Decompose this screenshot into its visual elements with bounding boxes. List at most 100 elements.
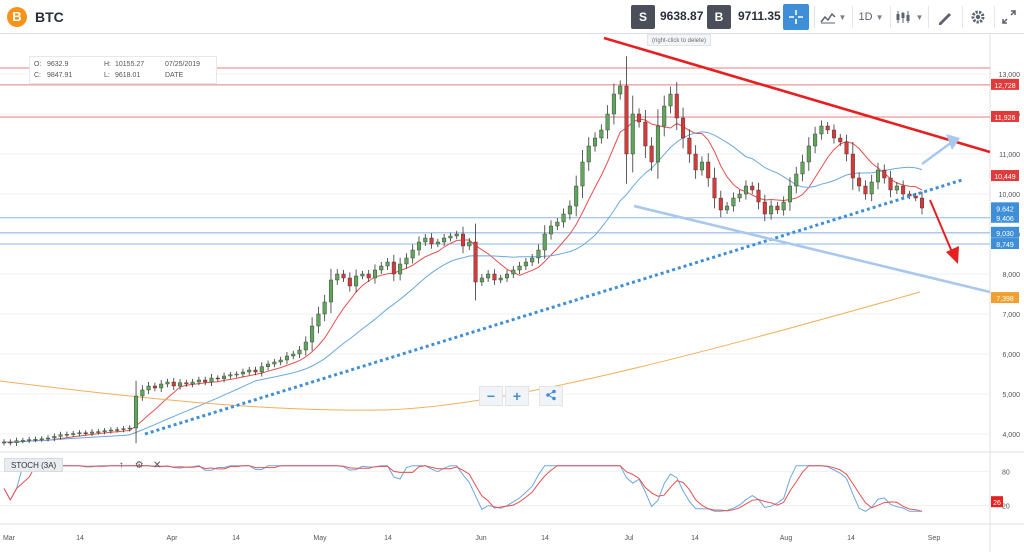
- candle-body: [234, 373, 239, 376]
- high-label: H:: [104, 61, 111, 68]
- move-up-icon[interactable]: ↑: [118, 459, 124, 471]
- candle-body: [725, 205, 730, 211]
- candle-body: [599, 129, 604, 139]
- candle-body: [794, 173, 799, 187]
- indicator-label[interactable]: STOCH (3A): [4, 458, 64, 472]
- y-tick-label: 6,000: [1002, 352, 1020, 359]
- candle-body: [203, 379, 208, 383]
- candle-body: [159, 383, 164, 389]
- expand-icon: [1002, 10, 1016, 24]
- candle-body: [416, 241, 421, 251]
- sell-price[interactable]: 9638.87: [660, 9, 704, 23]
- candle-body: [567, 205, 572, 215]
- candle-body: [228, 374, 233, 377]
- candle-body: [580, 161, 585, 187]
- candle-body: [655, 125, 660, 163]
- draw-icon: [939, 13, 951, 25]
- candle-body: [756, 189, 761, 203]
- candle-body: [196, 379, 201, 383]
- candle-body: [662, 105, 667, 127]
- bullish-arrow-shaft: [921, 141, 953, 165]
- resistance-trendline: [603, 36, 991, 154]
- bearish-arrow-head: [946, 246, 959, 264]
- candle-body: [222, 375, 227, 379]
- chart-type-button[interactable]: ▼: [818, 4, 848, 30]
- delete-tooltip: (right-click to delete): [647, 34, 712, 46]
- candle-body: [27, 439, 32, 441]
- candle-body: [391, 261, 396, 275]
- candle-body: [303, 341, 308, 351]
- top-toolbar: B BTC S 9638.87 B 9711.35 ▼ 1D ▼ ▼: [0, 0, 1024, 34]
- share-icon: [546, 389, 556, 401]
- candle-body: [461, 233, 466, 247]
- price-tag-bg: [991, 292, 1019, 304]
- candle-body: [479, 277, 484, 283]
- candle-body: [115, 429, 120, 431]
- zoom-out-button[interactable]: −: [479, 386, 503, 406]
- candle-body: [549, 225, 554, 235]
- x-tick-label: Apr: [167, 535, 179, 542]
- zoom-in-button[interactable]: +: [505, 386, 529, 406]
- price-tag-label: 11,926: [995, 115, 1016, 122]
- candle-body: [152, 385, 157, 389]
- open-label: O:: [34, 61, 42, 68]
- sell-badge[interactable]: S: [631, 5, 655, 29]
- candle-body: [875, 169, 880, 183]
- price-tag-bg: [991, 211, 1019, 223]
- ohlc-panel: O: 9632.9 H: 10155.27 07/25/2019 C: 9847…: [29, 56, 217, 84]
- price-tag-bg: [991, 202, 1019, 214]
- close-icon[interactable]: ✕: [153, 459, 162, 471]
- candle-body: [492, 273, 497, 281]
- y-tick-label: 10,000: [999, 192, 1021, 199]
- candle-body: [706, 161, 711, 179]
- candle-body: [819, 125, 824, 135]
- candle-body: [888, 177, 893, 191]
- candle-body: [687, 137, 692, 155]
- candle-body: [838, 137, 843, 143]
- candle-body: [360, 273, 365, 277]
- price-tag-bg: [991, 170, 1019, 182]
- x-tick-label: 14: [384, 535, 392, 542]
- candle-body: [731, 197, 736, 207]
- draw-tools-button[interactable]: [932, 4, 958, 30]
- candle-body: [618, 85, 623, 95]
- candle-style-button[interactable]: ▼: [894, 4, 924, 30]
- candle-body: [64, 434, 69, 436]
- candle-body: [165, 381, 170, 385]
- crosshair-button[interactable]: [783, 4, 809, 30]
- share-button[interactable]: [539, 386, 563, 406]
- date-label: DATE: [165, 72, 184, 79]
- candle-body: [404, 257, 409, 265]
- candle-body: [90, 431, 95, 434]
- candle-body: [83, 432, 88, 434]
- candle-body: [335, 273, 340, 281]
- candle-body: [423, 237, 428, 243]
- candle-body: [442, 237, 447, 243]
- candle-body: [643, 121, 648, 147]
- candle-body: [630, 113, 635, 155]
- line-chart-icon: [819, 12, 836, 24]
- candle-body: [247, 369, 252, 373]
- candle-body: [52, 436, 57, 439]
- candle-body: [800, 161, 805, 175]
- candle-body: [813, 133, 818, 147]
- candle-body: [140, 389, 145, 397]
- buy-badge[interactable]: B: [707, 5, 731, 29]
- price-chart[interactable]: 4,0005,0006,0007,0008,0009,00010,00011,0…: [0, 34, 1024, 552]
- candle-body: [253, 369, 258, 373]
- candle-body: [341, 273, 346, 279]
- gear-icon[interactable]: ⚙: [134, 459, 144, 471]
- date-value: 07/25/2019: [165, 61, 201, 68]
- price-tag-label: 9,406: [996, 216, 1014, 223]
- timeframe-dropdown[interactable]: 1D ▼: [858, 11, 884, 23]
- indicator-level-label: 20: [1002, 504, 1010, 511]
- candle-body: [511, 269, 516, 275]
- close-label: C:: [34, 72, 41, 79]
- symbol-title: BTC: [35, 9, 64, 25]
- candle-body: [127, 427, 132, 430]
- buy-price[interactable]: 9711.35: [738, 9, 781, 23]
- expand-button[interactable]: [998, 4, 1020, 30]
- candle-body: [366, 273, 371, 279]
- settings-button[interactable]: [966, 4, 990, 30]
- candle-body: [555, 221, 560, 227]
